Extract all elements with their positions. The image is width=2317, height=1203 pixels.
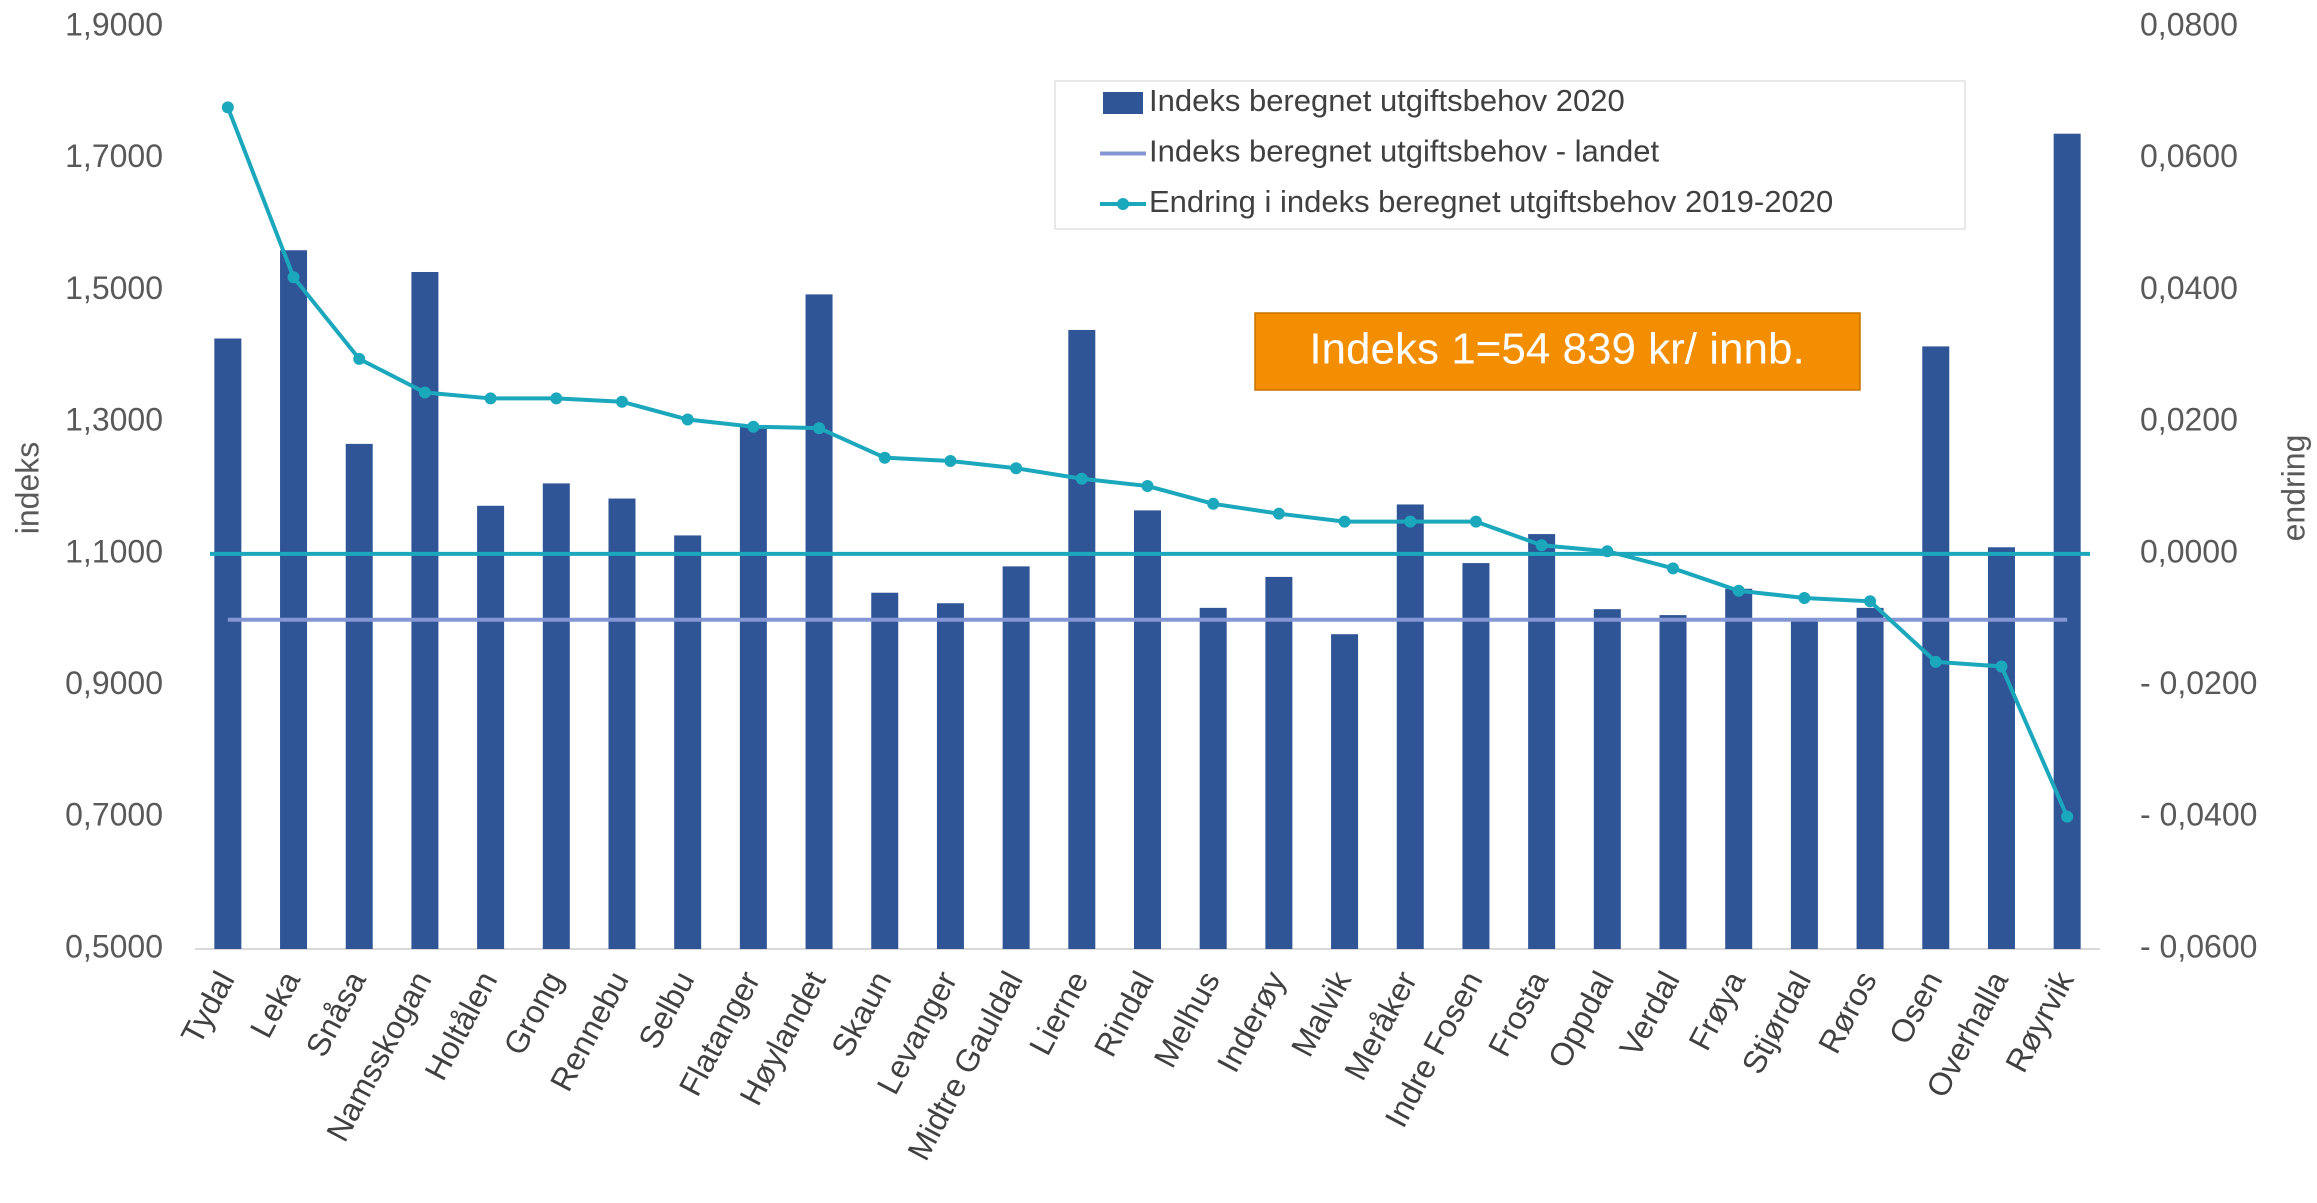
y2-tick-label: 0,0200 (2140, 402, 2238, 438)
x-tick-label: Frosta (1481, 965, 1555, 1062)
y-tick-label: 0,7000 (65, 797, 163, 833)
x-tick-label: Rindal (1087, 965, 1161, 1062)
y2-tick-label: - 0,0200 (2140, 665, 2257, 701)
line-marker (1338, 515, 1351, 528)
y2-tick-label: 0,0800 (2140, 6, 2238, 42)
bar (542, 483, 570, 949)
annotation-box (1254, 312, 1861, 391)
legend-swatch (1103, 92, 1143, 114)
line-marker (1667, 562, 1680, 575)
legend-label: Indeks beregnet utgiftsbehov 2020 (1149, 83, 1625, 118)
y-tick-label: 1,3000 (65, 402, 163, 438)
line-marker (681, 413, 694, 426)
line-marker (287, 271, 300, 284)
x-tick-label: Frøya (1681, 965, 1752, 1056)
line-marker (878, 451, 891, 464)
bar (1856, 607, 1884, 949)
bar (1922, 346, 1950, 950)
bar (1002, 566, 1030, 949)
line-marker (221, 101, 234, 114)
bar (1396, 504, 1424, 949)
y-axis-label: indeks (9, 442, 45, 535)
bar (1593, 609, 1621, 949)
legend-box (1054, 80, 1966, 230)
bar (214, 338, 242, 949)
x-tick-label: Snåsa (298, 965, 372, 1062)
line-marker (615, 395, 628, 408)
line-marker (1601, 545, 1614, 558)
legend-marker (1117, 198, 1129, 210)
bar (1790, 621, 1818, 949)
bar (936, 603, 964, 949)
bar (739, 426, 767, 949)
bar (1659, 615, 1687, 949)
y-tick-label: 1,7000 (65, 138, 163, 174)
line-marker (1010, 462, 1023, 475)
bar (477, 505, 505, 949)
bar (411, 271, 439, 949)
y-tick-label: 1,1000 (65, 533, 163, 569)
y2-axis-label: endring (2275, 435, 2311, 542)
bar (1987, 547, 2015, 949)
bar (2053, 133, 2081, 949)
x-tick-label: Osen (1882, 965, 1950, 1049)
line-marker (1141, 480, 1154, 493)
bar (871, 592, 899, 949)
line-marker (1535, 539, 1548, 552)
line-marker (1207, 497, 1220, 510)
y-tick-label: 1,9000 (65, 6, 163, 42)
legend-label: Endring i indeks beregnet utgiftsbehov 2… (1149, 184, 1833, 219)
line-marker (550, 392, 563, 405)
bar (280, 250, 308, 949)
line-marker (1995, 660, 2008, 673)
legend-label: Indeks beregnet utgiftsbehov - landet (1149, 134, 1660, 169)
y2-tick-label: 0,0400 (2140, 270, 2238, 306)
line-marker (747, 420, 760, 433)
x-tick-label: Grong (496, 965, 570, 1060)
y2-tick-label: - 0,0600 (2140, 928, 2257, 964)
line-marker (1929, 655, 1942, 668)
annotation: Indeks 1=54 839 kr/ innb. (1309, 325, 1804, 374)
bar (1068, 329, 1096, 949)
line-marker (2061, 810, 2074, 823)
bar (345, 443, 373, 949)
line-marker (1404, 515, 1417, 528)
line-marker (1864, 595, 1877, 608)
line-marker (353, 352, 366, 365)
bar (1725, 588, 1753, 949)
line-marker (1075, 472, 1088, 485)
x-tick-label: Skaun (824, 965, 898, 1062)
bar (1528, 534, 1556, 949)
x-tick-label: Røros (1811, 965, 1884, 1059)
bar (1265, 576, 1293, 949)
line-marker (1469, 515, 1482, 528)
line-marker (1732, 584, 1745, 597)
bar (1134, 510, 1161, 949)
y2-tick-label: 0,0000 (2140, 533, 2238, 569)
line-marker (1272, 507, 1285, 520)
x-tick-label: Lierne (1022, 965, 1096, 1060)
bar (1199, 607, 1227, 949)
y-tick-label: 1,5000 (65, 270, 163, 306)
bar (1462, 563, 1490, 949)
line-marker (813, 422, 826, 435)
line-marker (1798, 591, 1811, 604)
bar (608, 498, 636, 949)
x-tick-label: Verdal (1612, 965, 1686, 1062)
line-marker (944, 454, 957, 467)
y2-tick-label: - 0,0400 (2140, 797, 2257, 833)
y2-tick-label: 0,0600 (2140, 138, 2238, 174)
x-tick-label: Tydal (174, 965, 242, 1049)
y-tick-label: 0,5000 (65, 928, 163, 964)
x-tick-label: Leka (243, 965, 307, 1043)
line-marker (418, 386, 431, 399)
line-marker (484, 392, 497, 405)
bar (1331, 634, 1359, 949)
x-tick-label: Selbu (631, 965, 701, 1054)
y-tick-label: 0,9000 (65, 665, 163, 701)
bar (674, 535, 702, 949)
